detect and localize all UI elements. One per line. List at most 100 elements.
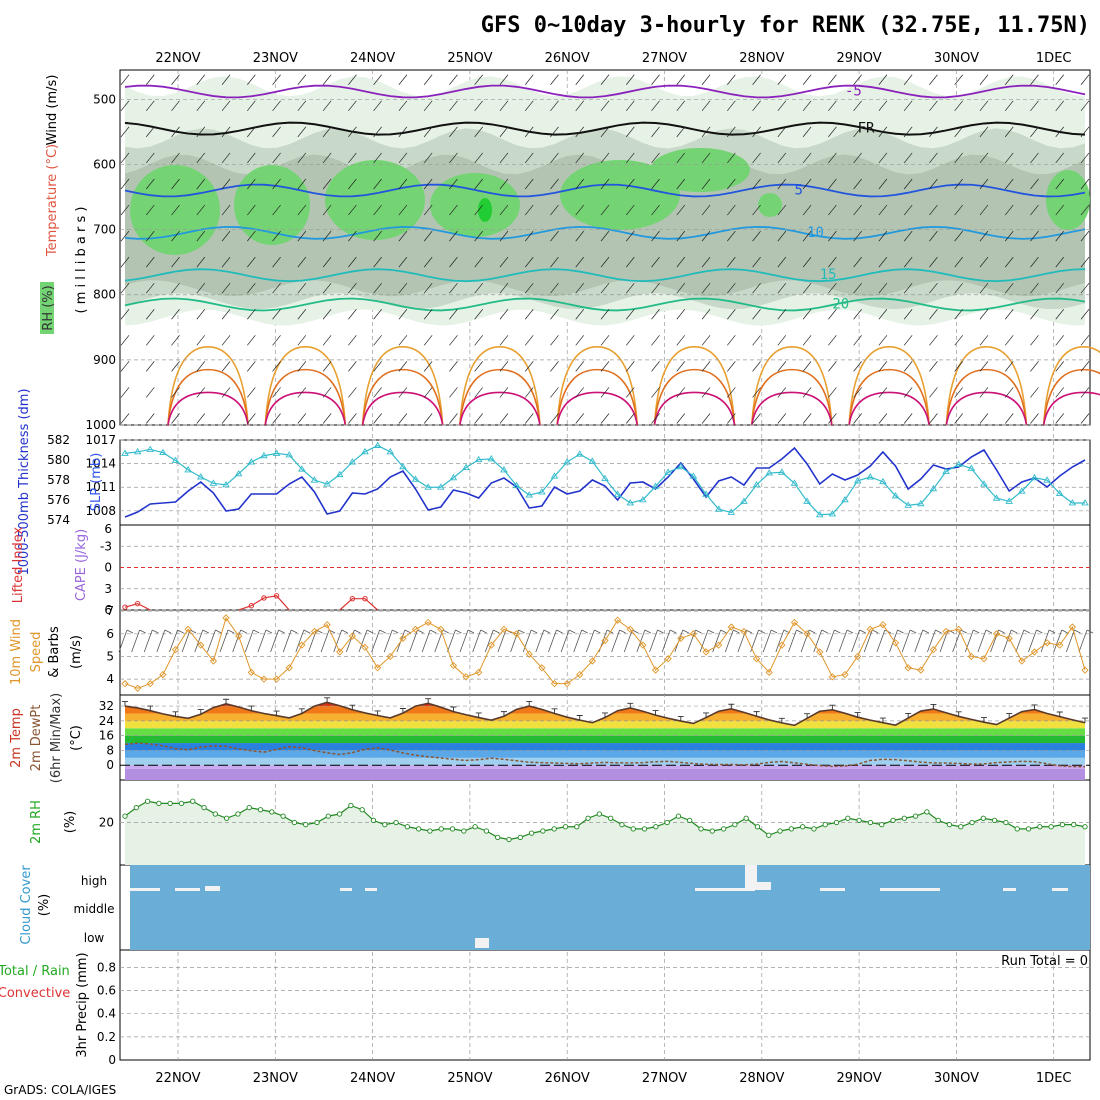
wind-barb <box>1080 204 1090 216</box>
wind-speed-marker <box>702 648 710 656</box>
cloud-gap <box>475 938 489 948</box>
temp-minmax-bar <box>778 717 785 723</box>
wind-barb <box>145 282 155 294</box>
wind-barb <box>600 387 610 398</box>
wind-barb <box>398 335 408 346</box>
wind-barb <box>145 387 155 398</box>
wind-barb <box>550 413 559 424</box>
wind-barb <box>120 74 130 85</box>
wind-barb <box>120 282 130 294</box>
dewpoint-line <box>124 742 1086 768</box>
wind-barb <box>398 230 408 242</box>
wind-barb <box>777 309 787 320</box>
wind-barb <box>676 256 686 268</box>
wind-barb <box>247 100 256 112</box>
li-tick: 3 <box>104 582 112 596</box>
wind-barb <box>977 629 987 653</box>
wind-barb <box>1004 256 1014 268</box>
wind-barb <box>244 629 254 653</box>
wind-barb <box>484 629 494 653</box>
lifted-index-marker <box>261 595 267 601</box>
wind-speed-marker <box>1068 623 1077 631</box>
precip-tick: 0.2 <box>97 1030 116 1044</box>
slp-marker <box>790 479 799 486</box>
temp-minmax-bar <box>1031 704 1038 710</box>
rh-fill <box>125 801 1085 865</box>
precip-axis-label: 3hr Precip (mm) <box>75 952 90 1057</box>
boundary-layer-contour <box>653 346 736 426</box>
wind-speed-marker <box>310 627 319 636</box>
cloud-gap <box>1003 888 1016 891</box>
temp-colour-band <box>125 735 1085 744</box>
wind-barb-flag <box>518 629 525 634</box>
wind-barb <box>171 413 180 424</box>
wind-barb <box>196 126 206 138</box>
temp-minmax-bar <box>930 703 937 710</box>
wind-barb <box>272 256 281 268</box>
pressure-axis-label: ( m i l l i b a r s ) <box>74 207 89 314</box>
wind-barb <box>777 256 787 268</box>
rh-marker <box>370 817 377 824</box>
wind-barb <box>247 413 256 424</box>
date-label-bottom: 28NOV <box>739 1071 784 1086</box>
rh-tick: 20 <box>99 816 114 830</box>
wind-barb-flag <box>404 629 412 634</box>
wind-barb <box>524 387 534 398</box>
wind-speed-marker <box>879 621 887 629</box>
rh-marker <box>946 821 953 828</box>
wind-barb <box>1004 152 1014 164</box>
wind-barb <box>196 74 206 85</box>
slp-tick: 1008 <box>85 504 116 518</box>
wind-barb <box>828 361 837 372</box>
wind-barb-flag <box>834 629 841 634</box>
wind-speed-marker <box>576 670 584 679</box>
wind-barb <box>322 413 332 424</box>
boundary-layer-contour <box>653 391 736 426</box>
temp-colour-bands <box>125 702 1085 780</box>
wind-barb <box>853 74 862 85</box>
wind-barb <box>701 309 711 320</box>
wind-barb <box>196 230 206 242</box>
temp-axis-label: (°C) <box>69 725 84 751</box>
wind-barb <box>270 629 279 653</box>
rh-marker <box>1037 824 1043 830</box>
wind-barb <box>1030 387 1039 398</box>
wind-barb-flag <box>644 629 652 634</box>
wind-barb <box>651 204 660 216</box>
date-label-bottom: 27NOV <box>642 1071 687 1086</box>
temp-minmax-bar <box>1006 713 1013 719</box>
rh-marker <box>935 817 941 824</box>
slp-marker <box>575 450 584 457</box>
temp-tick: 8 <box>106 743 114 757</box>
rh-marker <box>1059 821 1066 828</box>
cloud-gap <box>695 888 755 891</box>
wind-barb <box>903 282 913 294</box>
wind-tick: 6 <box>106 627 114 641</box>
wind-barb <box>929 282 938 294</box>
wind-barb <box>929 178 938 190</box>
rh-marker <box>856 817 862 824</box>
rh-marker <box>1025 826 1032 832</box>
wind-barb <box>373 361 382 372</box>
wind-barb <box>272 413 281 424</box>
temp-colour-band <box>125 720 1085 729</box>
slp-marker <box>702 490 710 497</box>
slp-marker <box>1068 499 1077 506</box>
wind-barb <box>929 126 938 138</box>
wind-barb-flag <box>935 629 942 634</box>
wind-barb-flag <box>429 629 437 634</box>
temp-minmax-bar <box>652 710 659 716</box>
slp-marker <box>133 447 142 455</box>
wind-barb <box>575 178 585 190</box>
slp-marker <box>348 458 357 465</box>
wind-barb <box>322 126 332 138</box>
temp-minmax-bar <box>1082 717 1088 723</box>
wind-barb <box>600 178 610 190</box>
wind-barb <box>196 256 206 268</box>
wind-barb <box>196 361 206 372</box>
temp-minmax-bar <box>576 715 583 721</box>
wind-tick: 4 <box>106 672 114 686</box>
wind-barb <box>1080 413 1090 424</box>
wind-speed-marker <box>184 625 192 633</box>
thickness-slp-panel: 574 576 578 580 582 1008 1011 1014 1017 1000-500m… <box>17 388 1090 576</box>
